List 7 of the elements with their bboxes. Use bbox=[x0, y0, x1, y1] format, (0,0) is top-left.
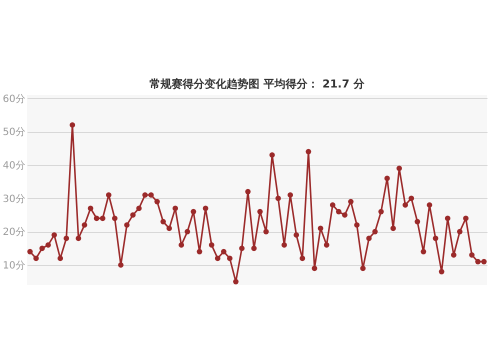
y-tick-label: 60分 bbox=[2, 92, 26, 105]
y-tick-label: 20分 bbox=[2, 226, 26, 238]
y-tick-label: 50分 bbox=[2, 126, 26, 138]
chart-title: 常规赛得分变化趋势图 平均得分： 21.7 分 bbox=[150, 77, 366, 90]
y-tick-label: 40分 bbox=[2, 160, 26, 172]
y-tick-label: 10分 bbox=[2, 260, 26, 272]
y-tick-label: 30分 bbox=[2, 192, 26, 205]
